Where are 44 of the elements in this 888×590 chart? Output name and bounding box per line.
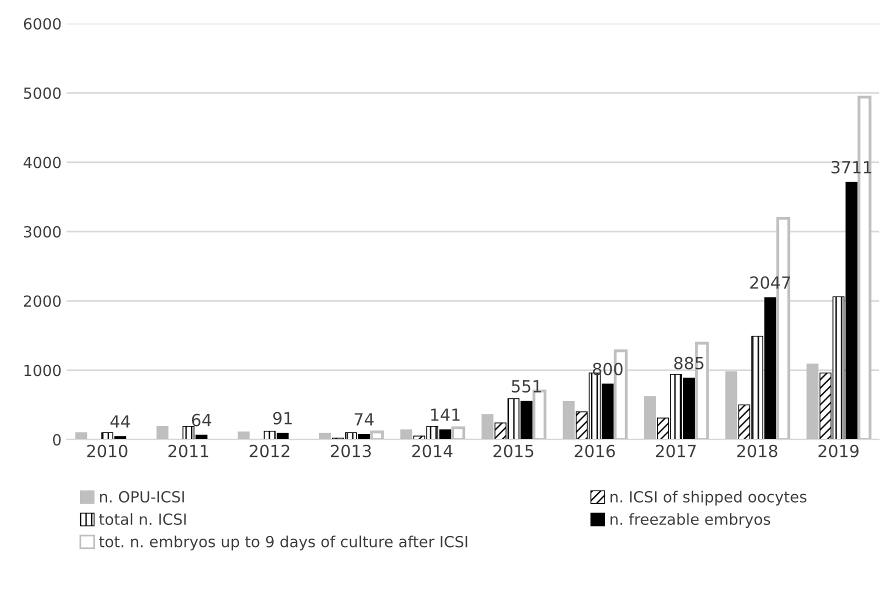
bar	[75, 432, 88, 440]
data-label: 44	[110, 415, 130, 428]
data-label: 885	[674, 356, 704, 370]
bar	[725, 371, 738, 440]
x-tick-label: 2018	[737, 444, 778, 458]
legend-label: total n. ICSI	[99, 513, 186, 525]
y-tick-label: 0	[53, 434, 61, 446]
legend-label: tot. n. embryos up to 9 days of culture after ICSI	[99, 536, 468, 550]
x-tick-label: 2011	[168, 444, 208, 458]
x-tick-label: 2016	[574, 444, 615, 458]
bar	[238, 432, 250, 440]
data-label: 91	[273, 412, 292, 424]
legend-label: n. freezable embryos	[610, 513, 770, 528]
data-label: 2047	[750, 276, 790, 289]
x-tick-label: 2015	[494, 444, 534, 458]
x-tick-label: 2019	[818, 444, 859, 458]
data-label: 64	[192, 414, 212, 426]
bar	[319, 432, 331, 440]
y-tick-label: 5000	[24, 87, 61, 99]
y-tick-label: 6000	[24, 18, 61, 30]
bar	[451, 426, 466, 440]
data-label: 800	[592, 362, 623, 376]
bar	[370, 430, 384, 440]
bar	[400, 429, 412, 440]
data-label: 74	[354, 413, 374, 426]
data-label: 3711	[832, 160, 872, 174]
legend-label: n. OPU-ICSI	[100, 491, 184, 503]
y-tick-label: 4000	[24, 156, 61, 168]
x-tick-label: 2014	[412, 444, 453, 458]
bar	[156, 426, 168, 440]
y-tick-label: 2000	[24, 295, 61, 307]
x-tick-label: 2013	[330, 444, 371, 458]
bar	[482, 414, 494, 440]
bar	[644, 396, 656, 440]
x-tick-label: 2017	[656, 444, 696, 458]
bar	[562, 401, 575, 440]
data-label: 141	[431, 408, 460, 421]
data-label: 551	[512, 380, 541, 393]
y-tick-label: 3000	[24, 226, 61, 238]
y-tick-label: 1000	[24, 364, 61, 376]
legend-label: n. ICSI of shipped oocytes	[610, 490, 806, 506]
x-tick-label: 2010	[87, 444, 128, 458]
x-tick-label: 2012	[250, 444, 290, 458]
bar	[806, 364, 818, 440]
